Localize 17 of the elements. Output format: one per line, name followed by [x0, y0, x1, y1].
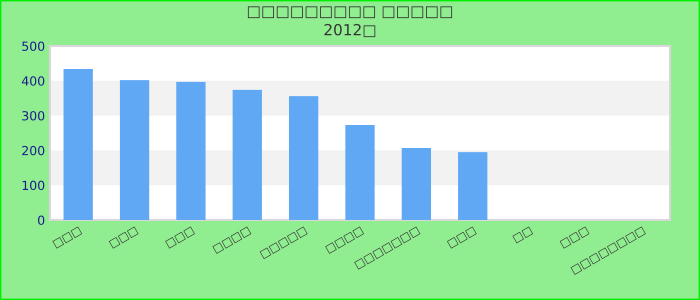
bar: [458, 152, 488, 220]
y-tick-label: 0: [38, 215, 44, 225]
bar: [345, 124, 375, 220]
bar: [288, 96, 318, 220]
y-tick-label: 200: [22, 146, 44, 156]
bar: [176, 82, 206, 220]
bar: [402, 148, 432, 220]
bar: [64, 68, 93, 220]
y-tick-label: 500: [22, 41, 44, 51]
bar: [120, 80, 150, 220]
x-tick-label: □□: [512, 226, 534, 244]
y-tick-label: 100: [22, 180, 44, 190]
y-tick-label: 400: [22, 76, 44, 86]
y-tick-label: 300: [22, 111, 44, 121]
bar: [232, 90, 262, 220]
chart-subtitle: 2012□: [324, 24, 376, 38]
chart-title: □□□□□□□□□ □□□□□: [248, 6, 452, 18]
